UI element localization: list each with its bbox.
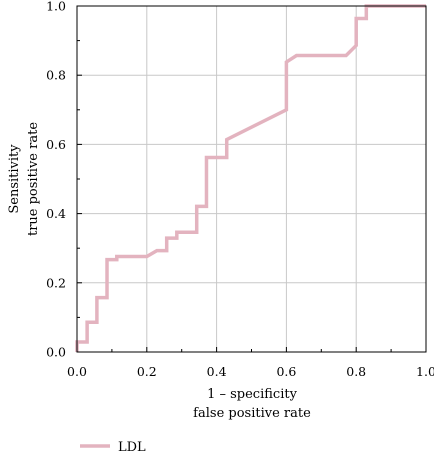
y-tick-label: 1.0 (46, 0, 66, 14)
x-axis-ticks: 0.0 0.2 0.4 0.6 0.8 1.0 (67, 347, 434, 379)
y-tick-label: 0.8 (46, 68, 66, 83)
x-tick-label: 0.4 (207, 364, 227, 379)
series-line-ldl (75, 4, 426, 352)
y-tick-label: 0.6 (46, 137, 66, 152)
series-layer (75, 4, 426, 352)
y-tick-label: 0.4 (46, 206, 66, 221)
y-tick-label: 0.0 (46, 345, 66, 360)
legend: LDL (80, 440, 146, 451)
x-axis-title-line-1: 1 – specificity (207, 387, 297, 402)
y-axis-ticks: 0.0 0.2 0.4 0.6 0.8 1.0 (46, 0, 82, 360)
y-axis-title-line-1: Sensitivity (7, 144, 22, 214)
x-axis-title-line-2: false positive rate (193, 406, 311, 421)
grid-lines (77, 6, 426, 352)
x-tick-label: 0.2 (137, 364, 157, 379)
x-tick-label: 1.0 (416, 364, 434, 379)
x-tick-label: 0.6 (276, 364, 296, 379)
y-axis-title-line-2: true positive rate (26, 122, 41, 236)
plot-frame (76, 5, 427, 353)
x-tick-label: 0.8 (346, 364, 366, 379)
x-tick-label: 0.0 (67, 364, 87, 379)
minor-ticks (77, 40, 392, 352)
legend-label: LDL (118, 440, 146, 451)
y-tick-label: 0.2 (46, 275, 66, 290)
